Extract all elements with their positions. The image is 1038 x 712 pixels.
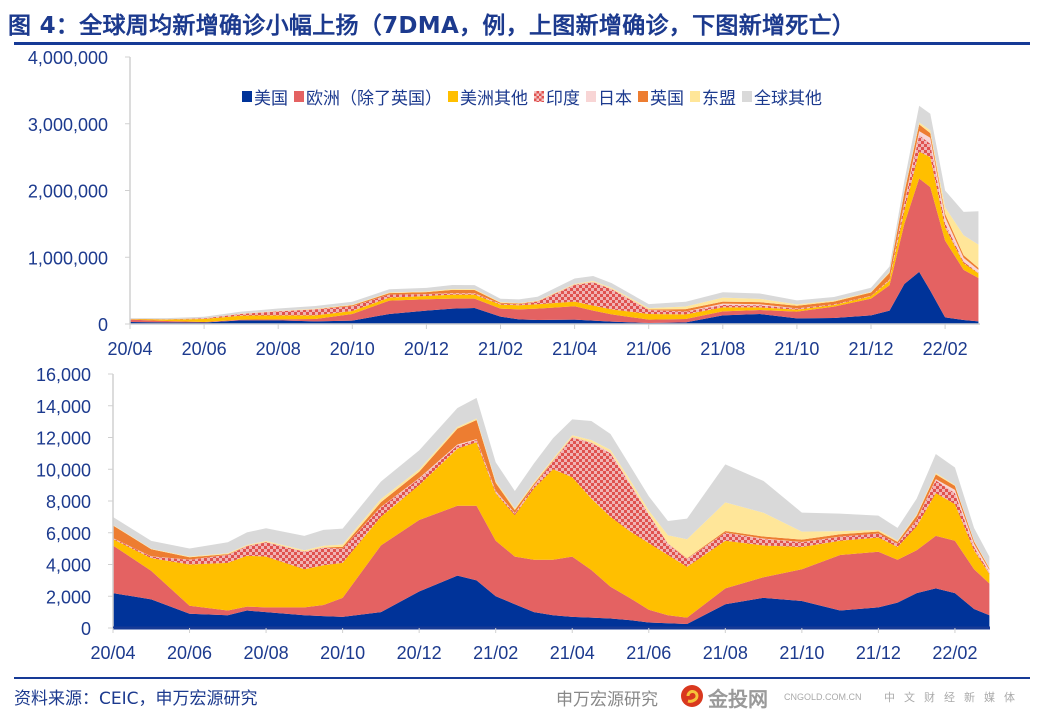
legend-swatch [638,91,648,102]
watermark-domain: CNGOLD.COM.CN [784,692,862,702]
x-tick-label: 20/10 [330,339,375,359]
legend-item: 印度 [534,84,580,109]
y-tick-label: 8,000 [46,492,91,512]
legend-item: 英国 [638,84,684,109]
y-tick-label: 2,000,000 [28,182,108,202]
legend-item: 全球其他 [742,84,822,109]
y-tick-label: 14,000 [36,397,91,417]
x-tick-label: 21/02 [473,643,518,663]
area-series-1 [113,575,990,628]
x-tick-label: 21/04 [552,339,597,359]
x-tick-label: 21/10 [774,339,819,359]
x-tick-label: 21/12 [856,643,901,663]
y-tick-label: 12,000 [36,429,91,449]
y-tick-label: 1,000,000 [28,248,108,268]
x-tick-label: 21/08 [700,339,745,359]
legend-label: 美洲其他 [460,89,528,109]
legend-item: 日本 [586,84,632,109]
legend-label: 日本 [598,89,632,109]
legend-swatch [242,91,252,102]
x-tick-label: 22/02 [923,339,968,359]
area-series-8 [130,105,979,320]
source-note: 资料来源：CEIC，申万宏源研究 [14,689,258,709]
x-tick-label: 20/08 [244,643,289,663]
area-series-3 [113,442,990,618]
area-series-2 [113,505,990,625]
x-tick-label: 20/06 [182,339,227,359]
x-tick-label: 20/06 [167,643,212,663]
x-tick-label: 21/04 [550,643,595,663]
footer-divider [14,677,1030,679]
cases-chart: 0 1,000,000 2,000,000 3,000,000 4,000,000 20/… [28,48,980,359]
x-tick-label: 20/12 [397,643,442,663]
x-tick-label: 21/08 [703,643,748,663]
legend-item: 美国 [242,84,288,109]
legend-label: 美国 [254,89,288,109]
y-tick-label: 6,000 [46,524,91,544]
y-tick-label: 0 [81,619,91,639]
y-tick-label: 10,000 [36,460,91,480]
area-series-8 [113,397,990,568]
legend-swatch [690,91,700,102]
area-series-1 [130,271,979,324]
x-tick-label: 21/12 [848,339,893,359]
legend-item: 美洲其他 [448,84,528,109]
x-tick-label: 21/06 [626,643,671,663]
title-divider [14,42,1030,45]
legend-label: 全球其他 [754,89,822,109]
deaths-chart: 0 2,000 4,000 6,000 8,000 10,000 12,000 14,000 1… [36,365,990,663]
x-tick-label: 21/06 [626,339,671,359]
legend-item: 东盟 [690,84,736,109]
area-series-7 [113,418,990,569]
legend-swatch [448,91,458,102]
chart-legend: 美国 欧洲（除了英国） 美洲其他 印度 日本 英国 东盟 全球其他 [242,84,822,109]
x-tick-label: 20/04 [90,643,135,663]
figure-title: 图 4：全球周均新增确诊小幅上扬（7DMA，例，上图新增确诊，下图新增死亡） [8,13,856,39]
legend-swatch [742,91,752,102]
x-tick-label: 20/10 [320,643,365,663]
x-tick-label: 22/02 [932,643,977,663]
x-tick-label: 20/12 [404,339,449,359]
y-tick-label: 4,000,000 [28,48,108,68]
y-tick-label: 2,000 [46,587,91,607]
y-tick-label: 0 [98,315,108,335]
y-tick-label: 3,000,000 [28,115,108,135]
y-tick-label: 16,000 [36,365,91,385]
legend-swatch [294,91,304,102]
watermark-main: 金投网 [708,687,768,711]
wechat-watermark: 申万宏源研究 [556,690,658,710]
x-tick-label: 21/02 [478,339,523,359]
x-tick-label: 21/10 [779,643,824,663]
cngold-logo-icon [681,685,703,707]
x-tick-label: 20/04 [107,339,152,359]
legend-swatch [534,91,544,102]
legend-item: 欧洲（除了英国） [294,84,442,109]
area-series-4 [113,437,990,575]
legend-label: 英国 [650,89,684,109]
x-tick-label: 20/08 [256,339,301,359]
legend-swatch [586,91,596,102]
legend-label: 东盟 [702,89,736,109]
legend-label: 印度 [546,89,580,109]
y-tick-label: 4,000 [46,556,91,576]
watermark-sub: 中文财经新媒体 [884,692,1024,704]
legend-label: 欧洲（除了英国） [306,89,442,109]
